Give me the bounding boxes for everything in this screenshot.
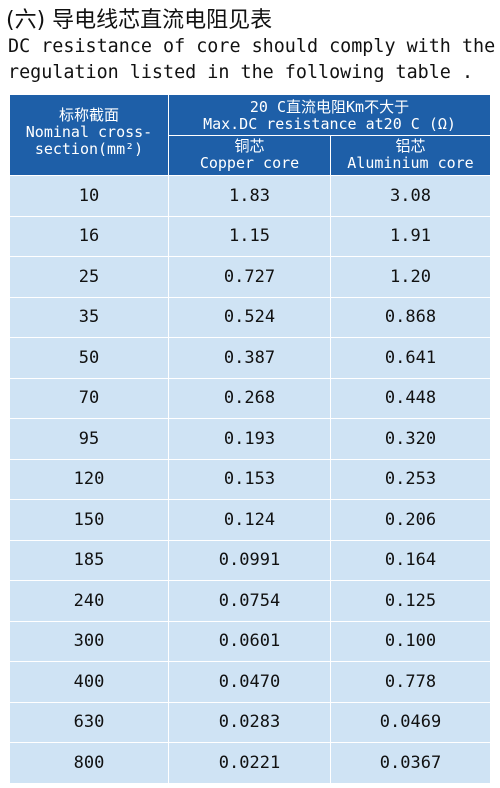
table-row: 70 0.268 0.448 (10, 377, 490, 418)
table-cell: 50 (78, 347, 100, 368)
table-row: 50 0.387 0.641 (10, 337, 490, 378)
table-cell: 0.0991 (168, 540, 330, 580)
header-text: Aluminium core (347, 154, 474, 172)
table-cell: 35 (78, 307, 100, 328)
intro-line: DC resistance of core should comply with… (8, 36, 496, 57)
table-row: 400 0.0470 0.778 (10, 661, 490, 702)
table-body: 10 1.83 3.08 16 1.15 1.91 25 0.727 1.20 35 0.524 0.… (10, 175, 490, 783)
table-cell: 0.0754 (168, 581, 330, 621)
intro-line: regulation listed in the following table… (8, 62, 474, 83)
table-cell: 0.448 (330, 378, 490, 418)
table-cell: 1.20 (330, 257, 490, 297)
copper-header: 铜芯 Copper core (169, 138, 330, 172)
table-row: 240 0.0754 0.125 (10, 580, 490, 621)
table-cell: 0.0601 (168, 621, 330, 661)
table-cell: 0.868 (330, 297, 490, 337)
header-text: Copper core (199, 154, 300, 172)
table-cell: 0.0367 (330, 743, 490, 783)
table-row: 630 0.0283 0.0469 (10, 701, 490, 742)
table-cell: 0.0470 (168, 662, 330, 702)
table-cell: 185 (73, 550, 105, 571)
table-cell: 0.727 (168, 257, 330, 297)
section-header: 标称截面 Nominal cross- section(mm²) (10, 107, 168, 158)
table-row: 185 0.0991 0.164 (10, 539, 490, 580)
table-cell: 10 (78, 185, 100, 206)
table-cell: 0.153 (168, 459, 330, 499)
header-text: 20 C直流电阻Km不大于 (249, 98, 410, 116)
table-cell: 0.100 (330, 621, 490, 661)
table-cell: 0.164 (330, 540, 490, 580)
table-cell: 0.778 (330, 662, 490, 702)
table-cell: 240 (73, 590, 105, 611)
table-cell: 400 (73, 671, 105, 692)
table-cell: 800 (73, 752, 105, 773)
table-cell: 630 (73, 712, 105, 733)
table-cell: 0.524 (168, 297, 330, 337)
table-row: 16 1.15 1.91 (10, 215, 490, 256)
header-text: 铝芯 (395, 137, 426, 155)
table-cell: 0.0221 (168, 743, 330, 783)
table-cell: 95 (78, 428, 100, 449)
table-row: 35 0.524 0.868 (10, 296, 490, 337)
title: (六) 导电线芯直流电阻见表 (6, 8, 273, 33)
header-text: Max.DC resistance at20 C (Ω) (203, 115, 456, 133)
table-cell: 0.320 (330, 419, 490, 459)
table-cell: 0.641 (330, 338, 490, 378)
table-cell: 1.15 (168, 216, 330, 256)
divider (169, 135, 490, 136)
table-header: 标称截面 Nominal cross- section(mm²) 20 C直流电… (10, 95, 490, 175)
divider (168, 95, 169, 175)
header-text: section(mm²) (34, 140, 144, 158)
table-cell: 0.0283 (168, 702, 330, 742)
table-cell: 150 (73, 509, 105, 530)
table-cell: 70 (78, 388, 100, 409)
table-cell: 0.268 (168, 378, 330, 418)
table-cell: 1.83 (168, 176, 330, 216)
table-row: 120 0.153 0.253 (10, 458, 490, 499)
table-row: 300 0.0601 0.100 (10, 620, 490, 661)
table: 标称截面 Nominal cross- section(mm²) 20 C直流电… (10, 95, 490, 783)
table-cell: 0.253 (330, 459, 490, 499)
divider (330, 135, 331, 175)
table-cell: 120 (73, 469, 105, 490)
table-row: 800 0.0221 0.0367 (10, 742, 490, 783)
table-cell: 0.387 (168, 338, 330, 378)
table-cell: 1.91 (330, 216, 490, 256)
table-row: 150 0.124 0.206 (10, 499, 490, 540)
table-cell: 3.08 (330, 176, 490, 216)
table-row: 10 1.83 3.08 (10, 175, 490, 216)
resistance-header: 20 C直流电阻Km不大于 Max.DC resistance at20 C (… (169, 99, 490, 133)
aluminium-header: 铝芯 Aluminium core (331, 138, 490, 172)
header-text: 铜芯 (234, 137, 265, 155)
header-text: 标称截面 (58, 106, 119, 124)
table-cell: 25 (78, 266, 100, 287)
table-cell: 16 (78, 226, 100, 247)
table-row: 95 0.193 0.320 (10, 418, 490, 459)
table-cell: 0.125 (330, 581, 490, 621)
table-cell: 0.206 (330, 500, 490, 540)
header-text: Nominal cross- (25, 123, 153, 141)
table-cell: 0.0469 (330, 702, 490, 742)
table-cell: 300 (73, 631, 105, 652)
table-cell: 0.193 (168, 419, 330, 459)
table-cell: 0.124 (168, 500, 330, 540)
table-row: 25 0.727 1.20 (10, 256, 490, 297)
